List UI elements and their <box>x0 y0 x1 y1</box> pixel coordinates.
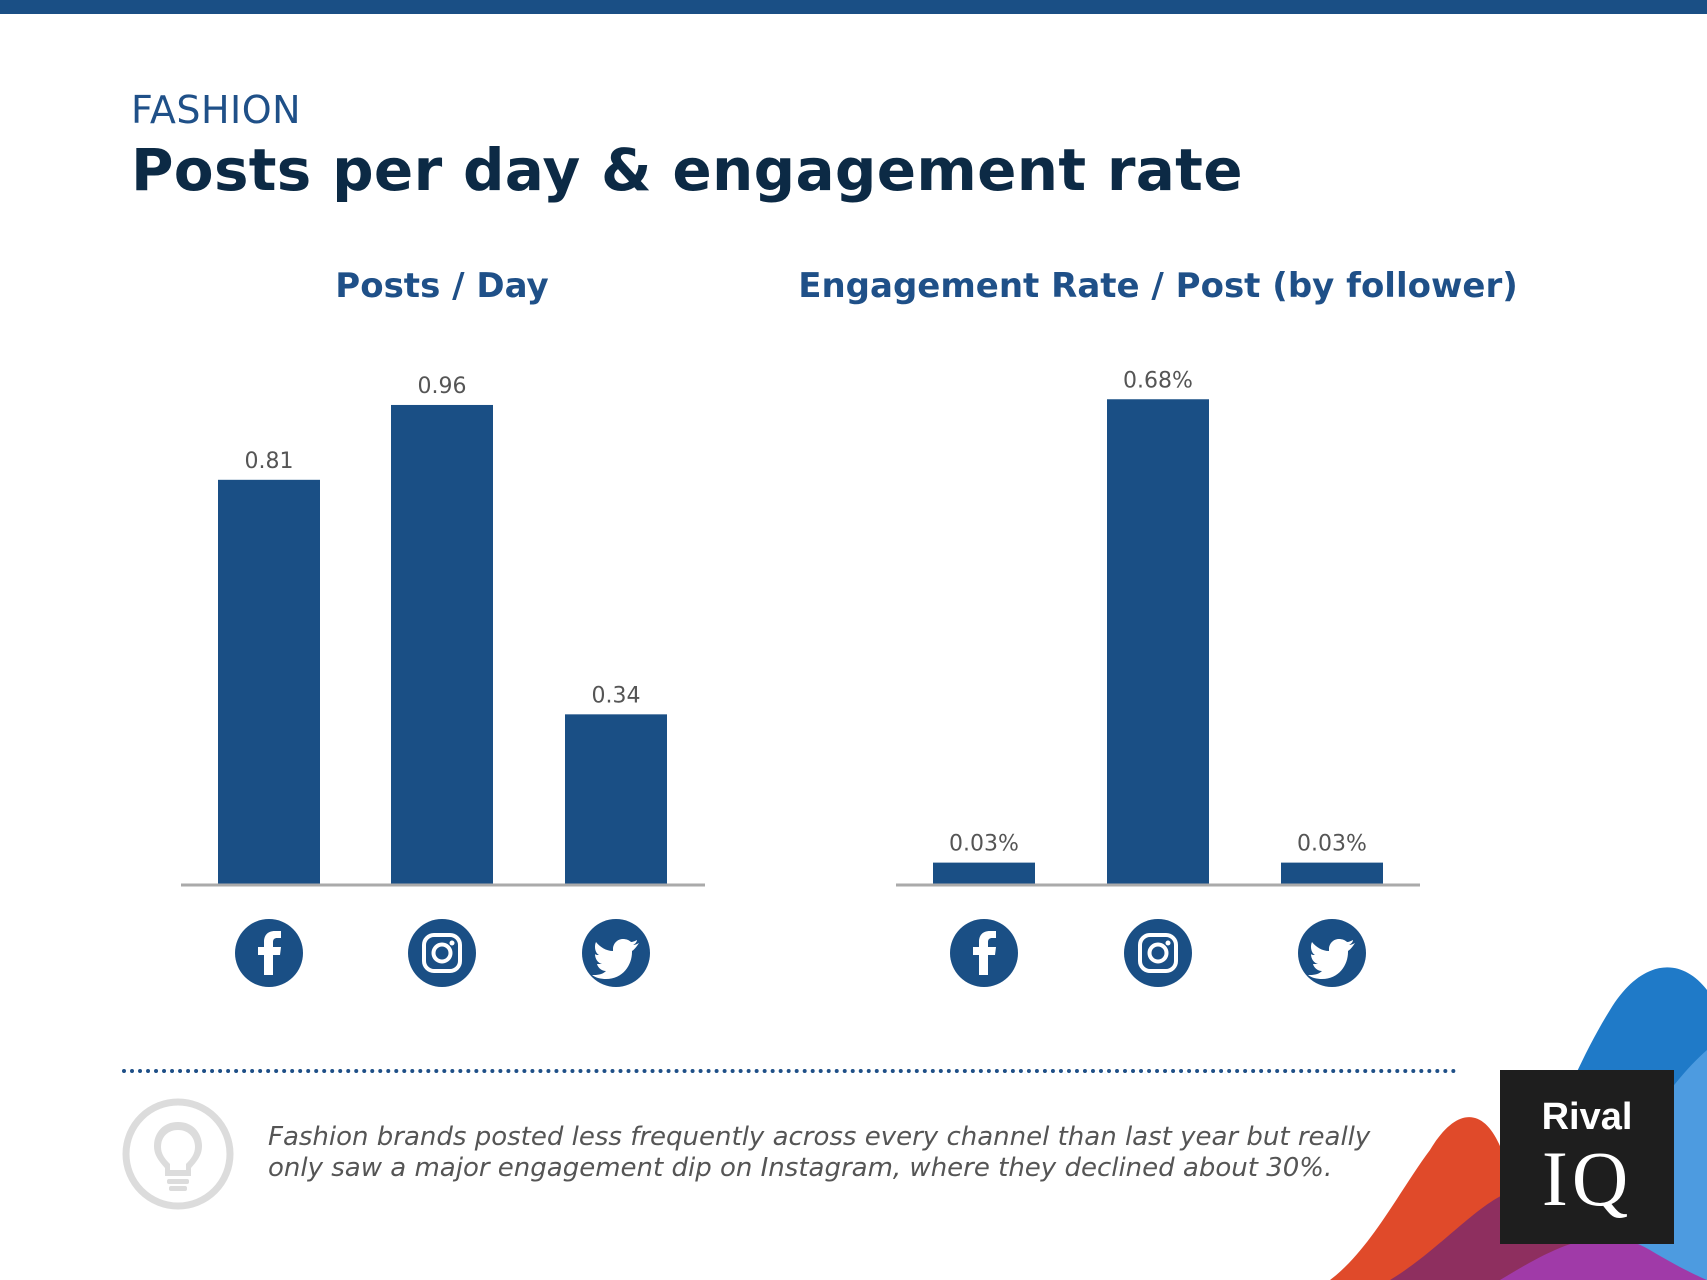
logo-text-iq: IQ <box>1541 1135 1633 1222</box>
facebook-icon <box>950 919 1018 987</box>
lightbulb-icon <box>122 1098 234 1210</box>
chart-title-posts-per-day: Posts / Day <box>335 266 549 306</box>
top-accent-bar <box>0 0 1707 14</box>
section-divider <box>122 1069 1457 1073</box>
value-label-engagement-rate-twitter: 0.03% <box>1297 832 1367 857</box>
bar-posts-per-day-facebook <box>218 479 320 884</box>
bar-engagement-rate-twitter <box>1281 862 1383 884</box>
value-label-engagement-rate-instagram: 0.68% <box>1123 368 1193 393</box>
instagram-icon <box>1124 919 1192 987</box>
value-label-posts-per-day-facebook: 0.81 <box>245 449 294 474</box>
bar-posts-per-day-twitter <box>565 714 667 884</box>
value-label-posts-per-day-instagram: 0.96 <box>418 374 467 399</box>
page-title: Posts per day & engagement rate <box>131 136 1243 204</box>
bar-engagement-rate-instagram <box>1107 399 1209 884</box>
rival-iq-logo: Rival IQ <box>1500 1070 1674 1244</box>
chart-title-engagement-rate: Engagement Rate / Post (by follower) <box>798 266 1518 306</box>
instagram-icon <box>408 919 476 987</box>
bar-engagement-rate-facebook <box>933 862 1035 884</box>
value-label-posts-per-day-twitter: 0.34 <box>592 683 641 708</box>
logo-text-rival: Rival <box>1541 1096 1633 1138</box>
facebook-icon <box>235 919 303 987</box>
twitter-icon <box>1298 919 1366 987</box>
value-label-engagement-rate-facebook: 0.03% <box>949 832 1019 857</box>
bar-posts-per-day-instagram <box>391 404 493 884</box>
twitter-icon <box>582 919 650 987</box>
insight-text: Fashion brands posted less frequently ac… <box>268 1122 1371 1183</box>
category-label: FASHION <box>131 88 302 132</box>
